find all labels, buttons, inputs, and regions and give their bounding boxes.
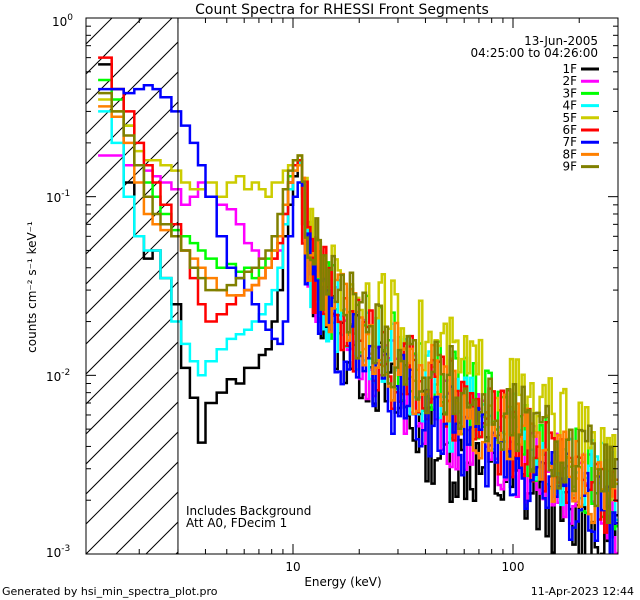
annotation-background: Includes Background [186, 504, 311, 518]
legend-label-5F: 5F [562, 111, 577, 125]
annotation-attenuator: Att A0, FDecim 1 [186, 516, 287, 530]
plot-frame [85, 17, 619, 555]
footer-timestamp: 11-Apr-2023 12:44 [530, 585, 634, 598]
legend-label-3F: 3F [562, 86, 577, 100]
y-tick-label-1e-3: 10-3 [46, 544, 70, 560]
footer-generated-by: Generated by hsi_min_spectra_plot.pro [2, 585, 218, 598]
legend-label-2F: 2F [562, 74, 577, 88]
legend-label-6F: 6F [562, 123, 577, 137]
x-axis-label: Energy (keV) [304, 575, 381, 589]
y-axis-label: counts cm⁻² s⁻¹ keV⁻¹ [25, 221, 39, 353]
y-tick-label-1e0: 100 [52, 13, 73, 29]
axis-ticks [86, 18, 619, 555]
y-tick-label-1e-2: 10-2 [46, 368, 70, 384]
time-range-label: 04:25:00 to 04:26:00 [471, 46, 598, 60]
x-tick-label-100: 100 [502, 560, 525, 574]
y-tick-label-1e-1: 10-1 [46, 189, 70, 205]
series-line-9F [98, 91, 618, 525]
chart-title: Count Spectra for RHESSI Front Segments [195, 2, 489, 18]
x-tick-label-10: 10 [285, 560, 300, 574]
legend-label-8F: 8F [562, 147, 577, 161]
legend-label-9F: 9F [562, 160, 577, 174]
date-label: 13-Jun-2005 [524, 34, 598, 48]
series-line-7F [98, 84, 618, 554]
legend-label-7F: 7F [562, 135, 577, 149]
legend-label-4F: 4F [562, 99, 577, 113]
legend-label-1F: 1F [562, 62, 577, 76]
